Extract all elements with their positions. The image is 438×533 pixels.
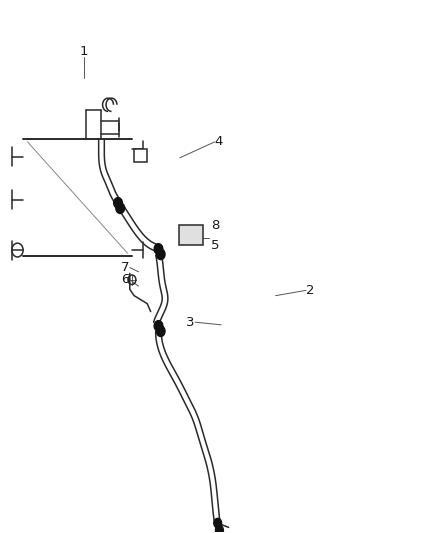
Circle shape — [154, 320, 163, 331]
Circle shape — [215, 525, 223, 533]
Text: 7: 7 — [121, 261, 130, 274]
Circle shape — [116, 203, 124, 214]
Text: 8: 8 — [211, 219, 219, 232]
Text: 5: 5 — [211, 239, 219, 252]
Bar — [179, 225, 203, 245]
Circle shape — [214, 519, 222, 528]
Text: 1: 1 — [80, 45, 88, 58]
Circle shape — [156, 326, 165, 336]
Text: 2: 2 — [306, 284, 314, 297]
Circle shape — [154, 244, 163, 254]
Text: 4: 4 — [215, 135, 223, 148]
Bar — [134, 149, 147, 162]
Text: 6: 6 — [121, 273, 130, 286]
Circle shape — [156, 249, 165, 260]
Text: 3: 3 — [187, 316, 195, 329]
Circle shape — [114, 198, 122, 208]
